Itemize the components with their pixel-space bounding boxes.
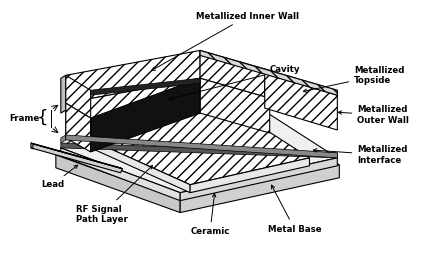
Polygon shape	[60, 135, 66, 143]
Polygon shape	[66, 78, 200, 138]
Polygon shape	[200, 50, 269, 98]
Text: {: {	[37, 109, 49, 127]
Text: Metal Base: Metal Base	[267, 185, 321, 233]
Polygon shape	[66, 135, 337, 158]
Polygon shape	[264, 73, 337, 130]
Polygon shape	[56, 155, 180, 212]
Polygon shape	[180, 165, 339, 212]
Polygon shape	[60, 98, 337, 193]
Polygon shape	[190, 158, 309, 193]
Polygon shape	[200, 50, 337, 95]
Text: Metallized
Topside: Metallized Topside	[302, 66, 404, 92]
Text: Cavity: Cavity	[169, 65, 299, 100]
Polygon shape	[66, 50, 200, 103]
Text: Ceramic: Ceramic	[190, 194, 229, 237]
Polygon shape	[60, 143, 337, 158]
Text: Metallized
Outer Wall: Metallized Outer Wall	[337, 105, 408, 125]
Text: Metallized
Interface: Metallized Interface	[313, 145, 407, 165]
Polygon shape	[60, 148, 180, 201]
Polygon shape	[56, 105, 339, 200]
Polygon shape	[31, 143, 33, 149]
Polygon shape	[60, 75, 66, 113]
Text: Frame: Frame	[9, 113, 39, 123]
Text: Lead: Lead	[41, 165, 78, 189]
Polygon shape	[66, 75, 90, 118]
Polygon shape	[31, 144, 122, 173]
Polygon shape	[180, 158, 337, 201]
Polygon shape	[90, 140, 190, 193]
Polygon shape	[89, 100, 309, 185]
Polygon shape	[90, 78, 200, 95]
Text: RF Signal
Path Layer: RF Signal Path Layer	[75, 166, 152, 224]
Polygon shape	[200, 78, 269, 133]
Polygon shape	[90, 78, 200, 152]
Polygon shape	[66, 103, 90, 152]
Polygon shape	[31, 143, 122, 169]
Polygon shape	[269, 70, 337, 95]
Polygon shape	[264, 70, 269, 108]
Text: Metallized Inner Wall: Metallized Inner Wall	[151, 12, 299, 70]
